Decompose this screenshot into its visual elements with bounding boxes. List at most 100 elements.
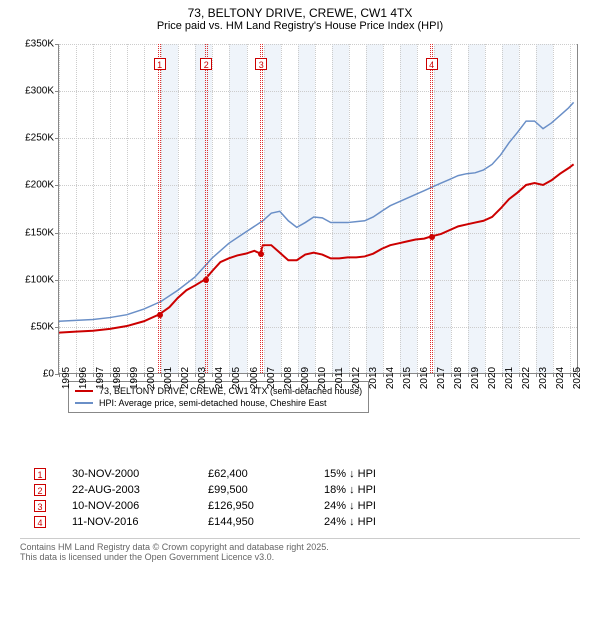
sale-marker-line xyxy=(430,44,433,373)
sale-marker-dot xyxy=(203,277,209,283)
record-pct: 15% ↓ HPI xyxy=(324,468,376,480)
record-row: 2 22-AUG-2003 £99,500 18% ↓ HPI xyxy=(20,482,580,498)
x-axis-label: 2023 xyxy=(538,367,549,389)
x-axis-label: 2012 xyxy=(351,367,362,389)
xtick xyxy=(349,373,350,377)
sale-marker-dot xyxy=(429,234,435,240)
sale-marker-label: 2 xyxy=(200,58,212,70)
sale-marker-dot xyxy=(157,312,163,318)
sale-marker-dot xyxy=(258,251,264,257)
x-axis-label: 2025 xyxy=(572,367,583,389)
record-date: 30-NOV-2000 xyxy=(72,468,182,480)
x-axis-label: 2017 xyxy=(436,367,447,389)
xtick xyxy=(434,373,435,377)
x-axis-label: 1997 xyxy=(95,367,106,389)
legend-label: HPI: Average price, semi-detached house,… xyxy=(99,398,326,408)
x-axis-label: 2022 xyxy=(521,367,532,389)
footer: Contains HM Land Registry data © Crown c… xyxy=(20,538,580,562)
ytick xyxy=(55,44,59,45)
x-axis-label: 2014 xyxy=(385,367,396,389)
x-axis-label: 2011 xyxy=(334,367,345,389)
xtick xyxy=(298,373,299,377)
record-pct: 24% ↓ HPI xyxy=(324,500,376,512)
legend-item: HPI: Average price, semi-detached house,… xyxy=(75,397,362,409)
sale-marker-label: 4 xyxy=(426,58,438,70)
x-axis-label: 2024 xyxy=(555,367,566,389)
chart-area: 1234 73, BELTONY DRIVE, CREWE, CW1 4TX (… xyxy=(10,36,590,416)
series-line-price_paid xyxy=(59,164,574,332)
xtick xyxy=(93,373,94,377)
x-axis-label: 2010 xyxy=(317,367,328,389)
x-axis-label: 2013 xyxy=(368,367,379,389)
xtick xyxy=(315,373,316,377)
record-date: 11-NOV-2016 xyxy=(72,516,182,528)
record-row: 3 10-NOV-2006 £126,950 24% ↓ HPI xyxy=(20,498,580,514)
x-axis-label: 2004 xyxy=(214,367,225,389)
y-axis-label: £50K xyxy=(10,321,54,332)
y-axis-label: £0 xyxy=(10,369,54,380)
x-axis-label: 1999 xyxy=(129,367,140,389)
record-marker: 4 xyxy=(34,516,46,528)
chart-title: 73, BELTONY DRIVE, CREWE, CW1 4TX xyxy=(0,0,600,20)
sale-marker-label: 3 xyxy=(255,58,267,70)
ytick xyxy=(55,185,59,186)
y-axis-label: £250K xyxy=(10,133,54,144)
y-axis-label: £300K xyxy=(10,86,54,97)
ytick xyxy=(55,327,59,328)
ytick xyxy=(55,233,59,234)
footer-line: Contains HM Land Registry data © Crown c… xyxy=(20,542,580,552)
x-axis-label: 2006 xyxy=(249,367,260,389)
x-axis-label: 2016 xyxy=(419,367,430,389)
footer-line: This data is licensed under the Open Gov… xyxy=(20,552,580,562)
x-axis-label: 2005 xyxy=(231,367,242,389)
record-marker: 1 xyxy=(34,468,46,480)
record-date: 10-NOV-2006 xyxy=(72,500,182,512)
plot-region: 1 2 3 4 xyxy=(58,44,578,374)
xtick xyxy=(400,373,401,377)
record-price: £144,950 xyxy=(208,516,298,528)
x-axis-label: 2015 xyxy=(402,367,413,389)
record-pct: 18% ↓ HPI xyxy=(324,484,376,496)
y-axis-label: £100K xyxy=(10,274,54,285)
xtick xyxy=(451,373,452,377)
x-axis-label: 2018 xyxy=(453,367,464,389)
xtick xyxy=(332,373,333,377)
xtick xyxy=(383,373,384,377)
chart-container: 73, BELTONY DRIVE, CREWE, CW1 4TX Price … xyxy=(0,0,600,620)
record-row: 130-NOV-2000£62,40015% ↓ HPI xyxy=(20,466,580,482)
record-price: £99,500 xyxy=(208,484,298,496)
sale-marker-label: 1 xyxy=(154,58,166,70)
x-axis-label: 2020 xyxy=(487,367,498,389)
y-axis-label: £200K xyxy=(10,180,54,191)
x-axis-label: 2008 xyxy=(283,367,294,389)
x-axis-label: 1996 xyxy=(78,367,89,389)
x-axis-label: 1998 xyxy=(112,367,123,389)
sale-marker-line xyxy=(158,44,161,373)
x-axis-label: 2021 xyxy=(504,367,515,389)
x-axis-label: 2007 xyxy=(266,367,277,389)
x-axis-label: 2019 xyxy=(470,367,481,389)
x-axis-label: 2000 xyxy=(146,367,157,389)
line-svg xyxy=(59,44,577,373)
ytick xyxy=(55,280,59,281)
chart-subtitle: Price paid vs. HM Land Registry's House … xyxy=(0,20,600,36)
record-row: 411-NOV-2016£144,95024% ↓ HPI xyxy=(20,514,580,530)
sale-marker-line xyxy=(205,44,208,373)
xtick xyxy=(110,373,111,377)
x-axis-label: 2002 xyxy=(180,367,191,389)
y-axis-label: £350K xyxy=(10,39,54,50)
x-axis-label: 1995 xyxy=(61,367,72,389)
x-axis-label: 2009 xyxy=(300,367,311,389)
record-price: £126,950 xyxy=(208,500,298,512)
record-marker: 2 xyxy=(34,484,46,496)
record-marker: 3 xyxy=(34,500,46,512)
legend-swatch xyxy=(75,390,93,392)
xtick xyxy=(281,373,282,377)
xtick xyxy=(417,373,418,377)
records-table: 130-NOV-2000£62,40015% ↓ HPI222-AUG-2003… xyxy=(20,466,580,530)
legend-swatch xyxy=(75,402,93,404)
xtick xyxy=(264,373,265,377)
ytick xyxy=(55,138,59,139)
record-date: 22-AUG-2003 xyxy=(72,484,182,496)
x-axis-label: 2001 xyxy=(163,367,174,389)
